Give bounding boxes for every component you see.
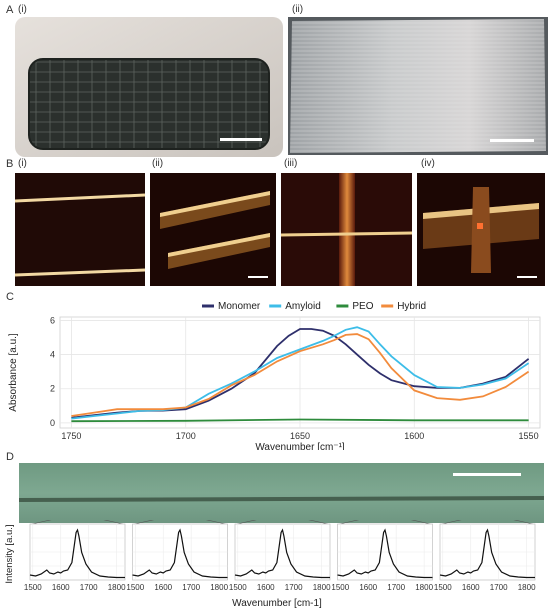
x-tick-label: 1600 [257,583,275,592]
zoom-line [339,513,386,525]
photo-film [288,17,548,155]
x-tick-label: 1800 [313,583,331,592]
scale-bar [453,473,521,476]
y-tick-label: 0 [50,418,55,428]
series-line-hybrid [71,333,530,417]
x-tick-label: 1500 [24,583,42,592]
x-axis-label: Wavenumber [cm-1] [232,598,322,609]
afm-image-2 [150,173,276,286]
x-axis-label: Wavenumber [cm⁻¹] [255,442,345,450]
zoom-line [441,513,488,525]
legend-label: Amyloid [285,301,321,312]
legend-label: PEO [352,301,373,312]
x-tick-label: 1800 [108,583,126,592]
ftir-chart: 1750 1700 1650 1600 1550 0 2 4 6 Monomer Amyloid PE… [0,295,554,453]
panel-a-ii-label: (ii) [292,4,304,15]
panel-d-label: D [6,451,14,463]
x-tick-label: 1700 [182,583,200,592]
y-tick-label: 6 [50,315,55,325]
scale-bar [490,139,534,142]
x-tick-label: 1500 [126,583,144,592]
legend-label: Hybrid [397,301,426,312]
scale-bar [220,138,262,141]
x-tick-label: 1700 [387,583,405,592]
x-tick-label: 1700 [285,583,303,592]
zoom-line [179,513,226,525]
microscope-image [18,463,545,523]
x-tick-label: 1700 [176,431,196,441]
afm-image-1 [14,173,146,286]
spectrum-line [29,528,125,579]
spectrum-line [132,528,228,579]
series-line-peo [71,418,529,423]
x-tick-label: 1600 [154,583,172,592]
series-line-amyloid [71,326,530,420]
panel-b-i-label: (i) [18,158,27,169]
afm-image-3 [280,173,413,286]
zoom-line [282,513,329,525]
legend-label: Monomer [218,301,261,312]
x-tick-label: 1500 [434,583,452,592]
spectrum-line [439,528,535,579]
x-tick-label: 1600 [462,583,480,592]
scale-bar [517,276,537,278]
zoom-line [487,513,534,525]
x-tick-label: 1600 [404,431,424,441]
x-tick-label: 1600 [359,583,377,592]
panel-a-i-label: (i) [18,4,27,15]
panel-c-label: C [6,291,14,303]
x-tick-label: 1500 [229,583,247,592]
x-tick-label: 1800 [518,583,536,592]
raman-spectra: 1500 1600 1700 1800 1500 1600 1700 1800 1500 1600… [0,513,554,611]
y-axis-label: Intensity [a.u.] [4,524,15,583]
zoom-line [236,513,283,525]
panel-a-label: A [6,4,14,16]
panel-b-iv-label: (iv) [421,158,435,169]
x-tick-label: 1500 [331,583,349,592]
x-tick-label: 1600 [52,583,70,592]
zoom-line [31,513,78,525]
spectrum-line [337,528,433,579]
x-tick-label: 1800 [210,583,228,592]
panel-b-label: B [6,158,14,170]
afm-image-4 [417,173,545,286]
panel-b-ii-label: (ii) [152,158,164,169]
scale-bar [248,276,268,278]
y-axis-label: Absorbance [a.u.] [8,333,19,412]
zoom-line [384,513,431,525]
x-tick-label: 1750 [61,431,81,441]
x-tick-label: 1800 [415,583,433,592]
y-tick-label: 2 [50,384,55,394]
zoom-line [134,513,181,525]
x-tick-label: 1650 [290,431,310,441]
photo-sample-frame [15,17,283,157]
spectrum-line [234,528,330,579]
x-tick-label: 1700 [490,583,508,592]
zoom-line [77,513,124,525]
x-tick-label: 1550 [519,431,539,441]
panel-b-iii-label: (iii) [284,158,298,169]
x-tick-label: 1700 [80,583,98,592]
y-tick-label: 4 [50,350,55,360]
